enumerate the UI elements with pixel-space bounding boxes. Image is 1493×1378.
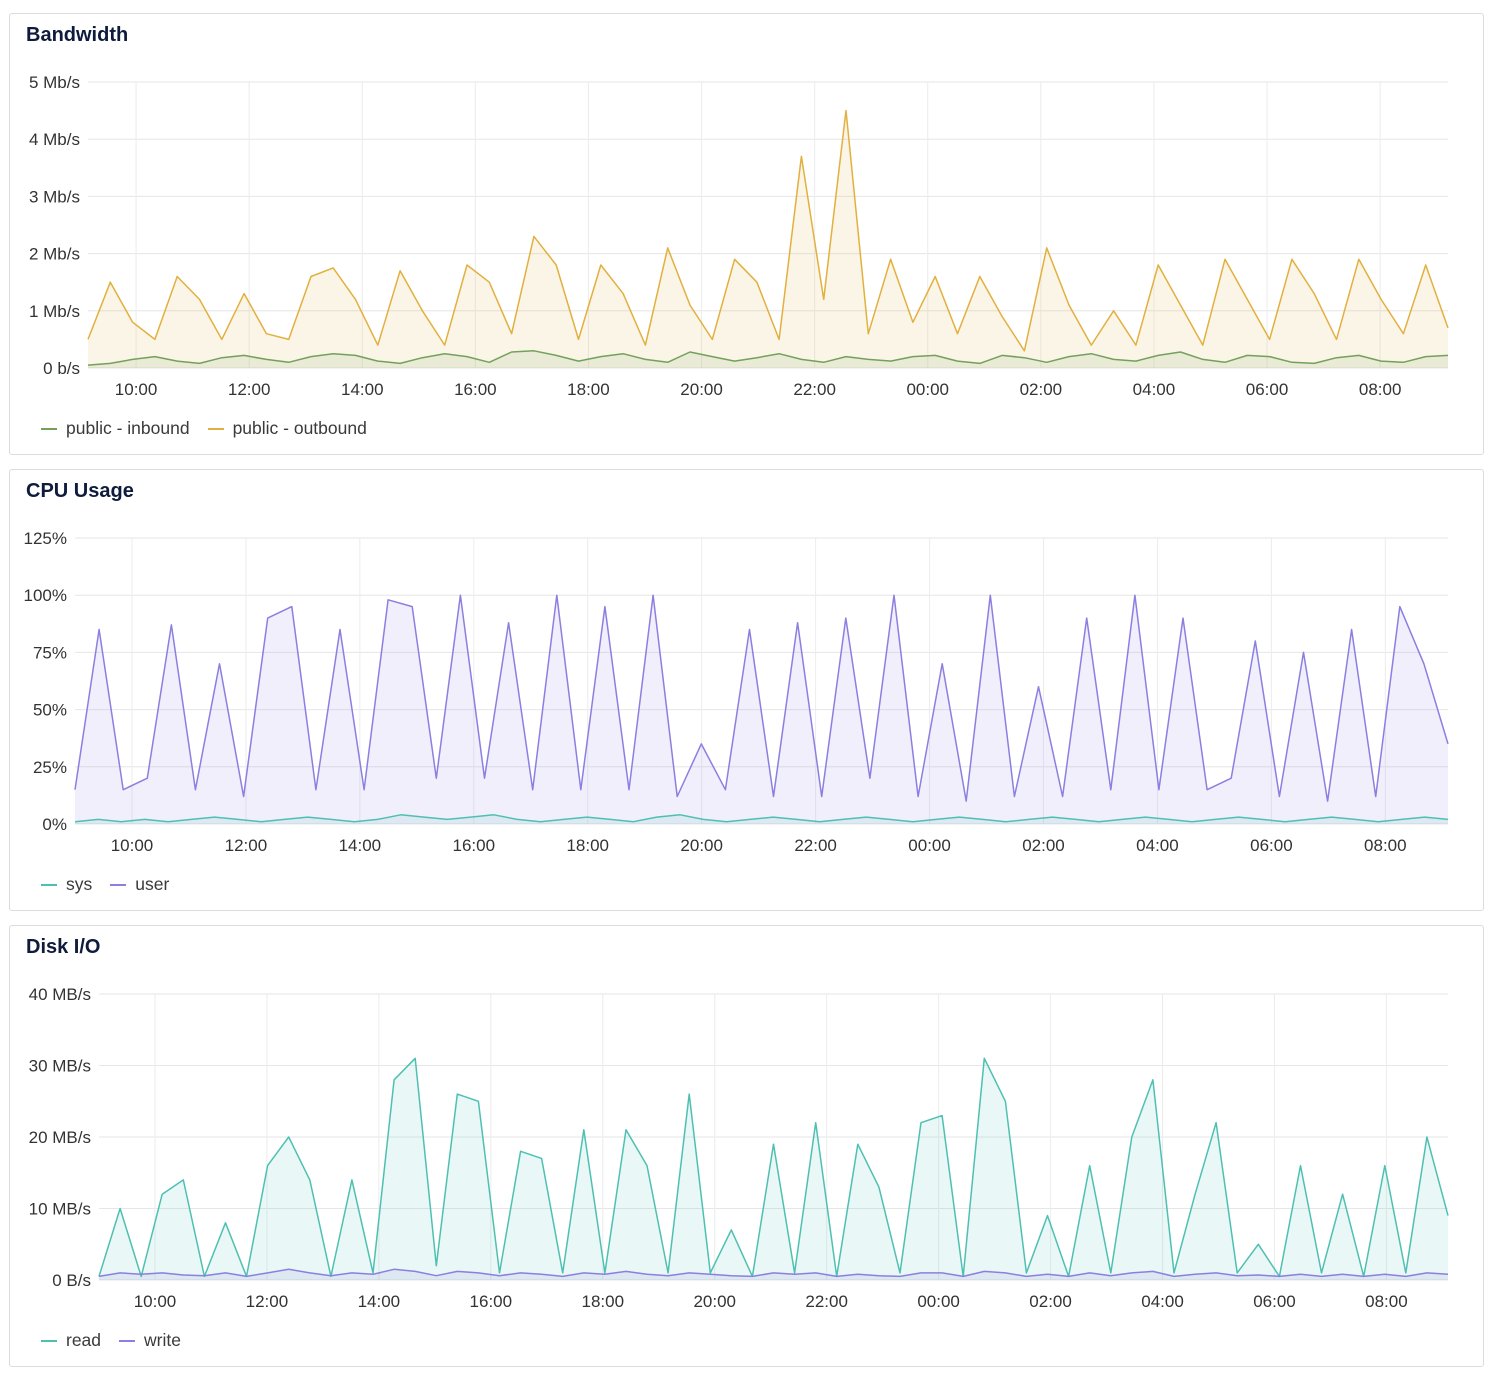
x-tick-label: 14:00: [339, 836, 382, 855]
series-line-1: [98, 1268, 1449, 1278]
x-tick-label: 08:00: [1359, 380, 1402, 399]
x-tick-label: 04:00: [1133, 380, 1176, 399]
legend-item-user[interactable]: user: [110, 874, 169, 895]
x-tick-label: 14:00: [358, 1292, 401, 1311]
legend-swatch: [110, 883, 127, 886]
x-tick-label: 12:00: [225, 836, 268, 855]
y-tick-label: 125%: [24, 529, 67, 548]
x-tick-label: 10:00: [115, 380, 158, 399]
y-tick-label: 0 b/s: [43, 359, 80, 378]
legend-label: read: [66, 1330, 102, 1350]
x-tick-label: 00:00: [917, 1292, 960, 1311]
legend-label: write: [144, 1330, 181, 1350]
series-area-1: [88, 110, 1448, 368]
y-tick-label: 1 Mb/s: [29, 302, 80, 321]
x-tick-label: 06:00: [1253, 1292, 1296, 1311]
x-tick-label: 12:00: [246, 1292, 289, 1311]
series-line-1: [87, 109, 1449, 352]
legend-item-read[interactable]: read: [41, 1330, 101, 1351]
x-tick-label: 18:00: [582, 1292, 625, 1311]
legend-swatch: [41, 1339, 57, 1342]
y-tick-label: 2 Mb/s: [29, 245, 80, 264]
x-tick-label: 00:00: [908, 836, 951, 855]
x-tick-label: 02:00: [1020, 380, 1063, 399]
x-tick-label: 18:00: [566, 836, 609, 855]
x-tick-label: 18:00: [567, 380, 610, 399]
x-tick-label: 06:00: [1246, 380, 1289, 399]
y-tick-label: 20 MB/s: [29, 1128, 91, 1147]
legend-swatch: [119, 1339, 136, 1342]
y-tick-label: 40 MB/s: [29, 985, 91, 1004]
x-tick-label: 02:00: [1029, 1292, 1072, 1311]
y-tick-label: 5 Mb/s: [29, 73, 80, 92]
y-tick-label: 4 Mb/s: [29, 130, 80, 149]
x-tick-label: 16:00: [470, 1292, 513, 1311]
legend-label: public - inbound: [66, 418, 190, 438]
y-tick-label: 3 Mb/s: [29, 187, 80, 206]
y-tick-label: 0%: [42, 815, 67, 834]
series-line-0: [87, 350, 1449, 366]
series-area-0: [88, 350, 1448, 368]
disk-io-chart[interactable]: 0 B/s 10 MB/s 20 MB/s 30 MB/s 40 MB/s 10:00 12…: [10, 926, 1485, 1368]
y-tick-label: 30 MB/s: [29, 1057, 91, 1076]
panel-title: CPU Usage: [26, 480, 134, 502]
legend-item-write[interactable]: write: [119, 1330, 181, 1351]
y-tick-label: 10 MB/s: [29, 1200, 91, 1219]
legend-label: public - outbound: [232, 418, 367, 438]
x-tick-label: 14:00: [341, 380, 384, 399]
x-tick-label: 04:00: [1141, 1292, 1184, 1311]
y-tick-label: 50%: [33, 701, 67, 720]
legend-label: user: [135, 874, 170, 894]
x-tick-label: 20:00: [680, 380, 723, 399]
panel-title: Disk I/O: [26, 936, 101, 958]
y-tick-label: 25%: [33, 758, 67, 777]
x-tick-label: 10:00: [111, 836, 154, 855]
legend-swatch: [41, 427, 57, 430]
chart-legend: public - inbound public - outbound: [41, 418, 367, 439]
series-line-0: [74, 814, 1449, 823]
x-tick-label: 22:00: [793, 380, 836, 399]
legend-swatch: [207, 427, 224, 430]
panel-title: Bandwidth: [26, 24, 129, 46]
legend-item-sys[interactable]: sys: [41, 874, 92, 895]
x-tick-label: 20:00: [693, 1292, 736, 1311]
y-tick-label: 100%: [24, 586, 67, 605]
disk-io-panel: Disk I/O 0 B/s 10 MB/s 20 MB/s 30 MB/s 40 MB…: [9, 925, 1484, 1367]
chart-legend: read write: [41, 1330, 181, 1351]
cpu-panel: CPU Usage 0% 25% 50% 75% 100% 125% 10:00 12:00 1…: [9, 469, 1484, 911]
x-tick-label: 06:00: [1250, 836, 1293, 855]
series-line-0: [98, 1057, 1449, 1278]
x-tick-label: 08:00: [1365, 1292, 1408, 1311]
series-area-1: [99, 1269, 1448, 1280]
legend-item-inbound[interactable]: public - inbound: [41, 418, 190, 439]
x-tick-label: 22:00: [794, 836, 837, 855]
x-tick-label: 16:00: [453, 836, 496, 855]
x-tick-label: 08:00: [1364, 836, 1407, 855]
bandwidth-panel: Bandwidth 0 b/s 1 Mb/s 2 Mb/s 3 Mb/s 4 Mb/s 5…: [9, 13, 1484, 455]
bandwidth-chart[interactable]: 0 b/s 1 Mb/s 2 Mb/s 3 Mb/s 4 Mb/s 5 Mb/s 10:00…: [10, 14, 1485, 456]
chart-legend: sys user: [41, 874, 169, 895]
cpu-chart[interactable]: 0% 25% 50% 75% 100% 125% 10:00 12:00 14:00 16:00 1…: [10, 470, 1485, 912]
series-area-0: [99, 1058, 1448, 1280]
x-tick-label: 00:00: [906, 380, 949, 399]
x-tick-label: 22:00: [805, 1292, 848, 1311]
series-line-1: [74, 594, 1449, 802]
legend-label: sys: [66, 874, 93, 894]
x-tick-label: 20:00: [680, 836, 723, 855]
x-tick-label: 16:00: [454, 380, 497, 399]
y-tick-label: 0 B/s: [52, 1271, 91, 1290]
x-tick-label: 10:00: [134, 1292, 177, 1311]
x-tick-label: 12:00: [228, 380, 271, 399]
legend-item-outbound[interactable]: public - outbound: [207, 418, 367, 439]
x-tick-label: 04:00: [1136, 836, 1179, 855]
y-tick-label: 75%: [33, 643, 67, 662]
x-tick-label: 02:00: [1022, 836, 1065, 855]
legend-swatch: [41, 883, 57, 886]
